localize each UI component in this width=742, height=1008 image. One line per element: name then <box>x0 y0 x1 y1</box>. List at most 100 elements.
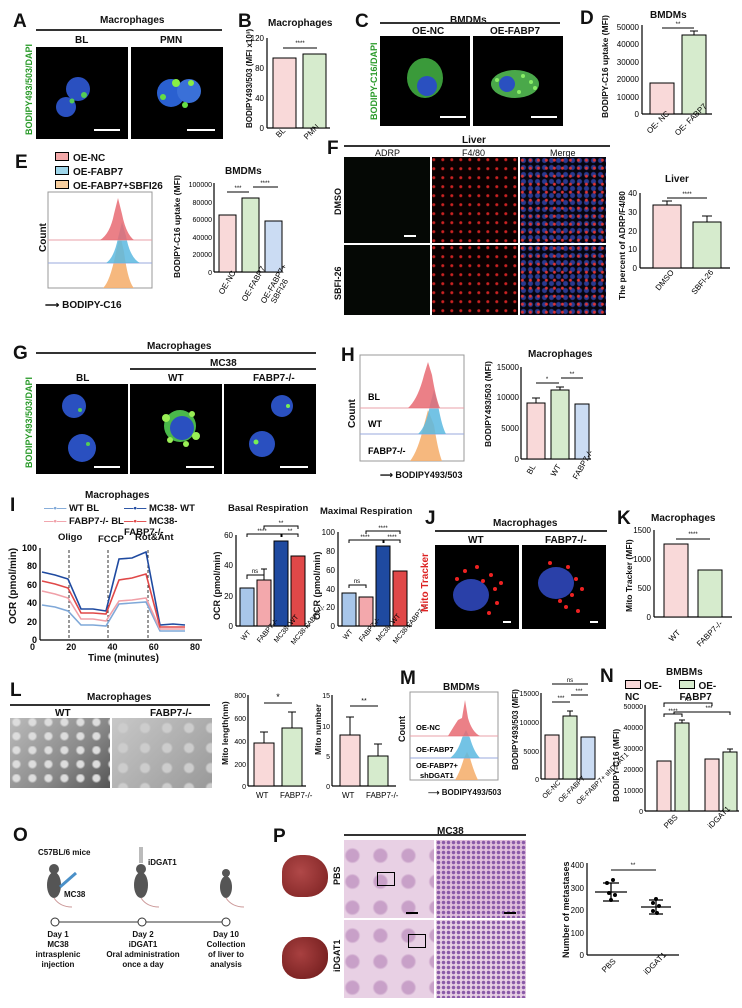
panel-g-title: Macrophages <box>147 341 212 352</box>
svg-text:100000: 100000 <box>189 182 212 189</box>
svg-text:20: 20 <box>628 227 637 236</box>
svg-text:60000: 60000 <box>193 217 213 224</box>
panel-n-title: BMBMs <box>666 667 703 678</box>
svg-text:200: 200 <box>571 906 585 915</box>
panel-p-title: MC38 <box>437 826 464 837</box>
panel-i-ylabel: OCR (pmol/min) <box>8 547 19 624</box>
svg-text:****: **** <box>360 535 370 541</box>
panel-c-col-oe-fabp7: OE-FABP7 <box>490 26 541 37</box>
svg-text:****: **** <box>378 526 388 532</box>
svg-text:400: 400 <box>234 739 246 746</box>
panel-label-i: I <box>10 495 16 516</box>
svg-text:10000: 10000 <box>497 393 520 402</box>
panel-m-hist-xlabel: ⟶ BODIPY493/503 <box>428 788 502 797</box>
svg-text:0: 0 <box>208 270 212 277</box>
chart-n: 0 10000 20000 30000 40000 50000 **** *** ns P… <box>624 697 739 830</box>
panel-label-h: H <box>341 345 355 366</box>
panel-g-col-wt: WT <box>168 373 184 384</box>
svg-text:***: *** <box>705 706 713 712</box>
svg-text:WT: WT <box>342 791 355 800</box>
svg-text:200: 200 <box>234 762 246 769</box>
micrograph-f-adrp-sbfi26 <box>344 245 430 315</box>
svg-text:PBS: PBS <box>600 957 618 975</box>
panel-f-col-merge: Merge <box>550 148 576 158</box>
svg-text:****: **** <box>295 41 305 47</box>
histogram-m: OE-NC OE-FABP7 OE-FABP7+shDGAT1 <box>409 691 499 781</box>
svg-text:**: ** <box>361 698 367 705</box>
svg-text:**: ** <box>279 521 284 527</box>
mouse-icon <box>220 869 245 908</box>
panel-label-g: G <box>13 343 28 364</box>
svg-text:BL: BL <box>525 463 538 476</box>
timeline-step-2: Day 2 iDGAT1 Oral administration once a day <box>106 930 180 969</box>
svg-text:***: *** <box>557 696 565 702</box>
svg-text:0: 0 <box>635 110 640 119</box>
svg-text:*: * <box>276 692 280 702</box>
svg-text:500: 500 <box>638 584 652 593</box>
micrograph-f-f480-dmso <box>432 157 518 243</box>
panel-g-subtitle: MC38 <box>210 358 237 369</box>
svg-text:0: 0 <box>260 124 265 133</box>
panel-label-p: P <box>273 826 286 847</box>
he-section-pbs-low <box>344 840 434 918</box>
panel-m-hist-ylabel: Count <box>397 716 407 742</box>
micrograph-g-fabp7 <box>224 384 316 474</box>
svg-text:FABP7-/-: FABP7-/- <box>280 791 313 800</box>
svg-text:DMSO: DMSO <box>654 268 676 292</box>
panel-e-hist-xlabel: ⟶ BODIPY-C16 <box>45 300 122 311</box>
panel-label-j: J <box>425 508 436 529</box>
hist-row-bl: BL <box>368 392 380 402</box>
chart-l-number: 0 5 10 15 ** WT FABP7-/- <box>322 693 399 800</box>
svg-text:ns: ns <box>567 678 573 684</box>
micrograph-g-wt <box>130 384 222 474</box>
timeline-diagram <box>47 847 245 927</box>
hist-row-fabp7: FABP7-/- <box>368 446 406 456</box>
panel-n-legend: OE-NC OE-FABP7 <box>625 680 742 703</box>
hist-row-oe-fabp7: OE-FABP7 <box>416 745 454 754</box>
panel-h-hist-xlabel: ⟶ BODIPY493/503 <box>380 470 463 480</box>
panel-b-ylabel: BODIPY493/503 (MFI x10³) <box>245 28 254 128</box>
panel-c-col-oe-nc: OE-NC <box>412 26 445 37</box>
svg-text:30000: 30000 <box>617 58 640 67</box>
divider <box>344 834 526 836</box>
panel-label-k: K <box>617 508 631 529</box>
svg-text:120: 120 <box>251 34 265 43</box>
svg-text:****: **** <box>682 192 692 198</box>
panel-a-col-pmn: PMN <box>160 35 183 46</box>
panel-label-e: E <box>15 152 28 173</box>
svg-text:0: 0 <box>331 622 336 631</box>
svg-text:10: 10 <box>322 724 330 731</box>
micrograph-g-bl <box>36 384 128 474</box>
svg-text:40: 40 <box>255 94 264 103</box>
panel-l-col-wt: WT <box>55 708 71 719</box>
svg-text:0: 0 <box>639 809 643 816</box>
panel-h-title: Macrophages <box>528 349 593 360</box>
panel-f-row-sbfi26: SBFI-26 <box>333 266 343 300</box>
panel-j-col-wt: WT <box>468 535 484 546</box>
panel-f-title: Liver <box>462 135 486 146</box>
svg-text:10: 10 <box>628 245 637 254</box>
hist-row-oe-fabp7-shdgat1: OE-FABP7+ <box>416 761 459 770</box>
micrograph-f-f480-sbfi26 <box>432 245 518 315</box>
svg-text:100: 100 <box>571 929 585 938</box>
svg-text:ns: ns <box>252 569 258 575</box>
panel-e-ylabel: BODIPY-C16 uptake (MFI) <box>172 175 182 278</box>
chart-k: 0 500 1000 1500 **** WT FABP7-/- <box>633 526 732 648</box>
panel-d-ylabel: BODIPY-C16 uptake (MFI) <box>600 15 610 118</box>
panel-p-row-pbs: PBS <box>332 866 342 885</box>
panel-g-col-fabp7: FABP7-/- <box>253 373 295 384</box>
panel-a-title: Macrophages <box>100 15 165 26</box>
oral-gavage-icon <box>139 847 143 863</box>
svg-text:40: 40 <box>326 585 335 594</box>
svg-text:WT: WT <box>549 463 563 478</box>
svg-text:80000: 80000 <box>193 200 213 207</box>
liver-photo-idgat1 <box>282 937 328 979</box>
svg-text:*: * <box>546 377 549 383</box>
svg-text:20: 20 <box>326 603 335 612</box>
panel-label-c: C <box>355 11 369 32</box>
syringe-icon <box>59 871 77 889</box>
svg-text:WT: WT <box>240 629 253 642</box>
